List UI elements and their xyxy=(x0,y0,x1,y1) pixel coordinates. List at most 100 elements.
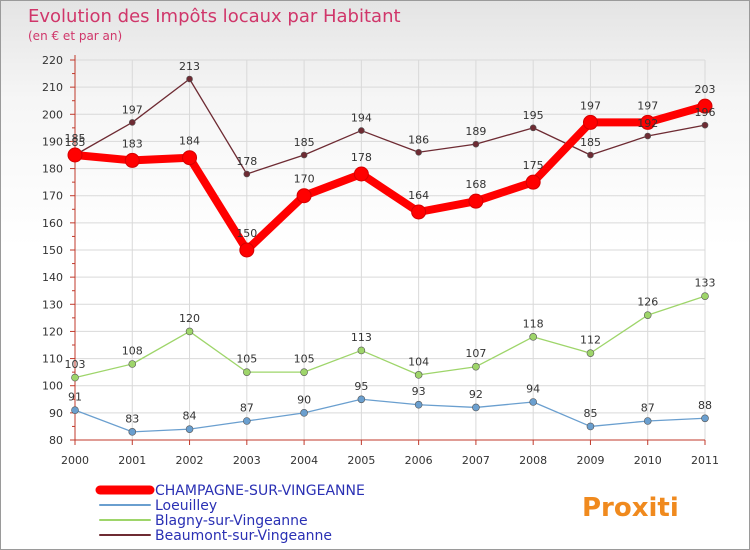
data-point-champagne-sur-vingeanne xyxy=(67,147,83,163)
data-point-loeuilley xyxy=(71,406,79,414)
data-point-loeuilley xyxy=(300,409,308,417)
data-label-champagne-sur-vingeanne: 197 xyxy=(580,99,601,112)
data-label-blagny-sur-vingeanne: 133 xyxy=(695,277,716,290)
x-tick-label: 2006 xyxy=(405,454,433,467)
series-lines xyxy=(67,75,713,436)
chart-title: Evolution des Impôts locaux par Habitant xyxy=(28,6,401,27)
x-tick-label: 2009 xyxy=(576,454,604,467)
data-label-champagne-sur-vingeanne: 164 xyxy=(408,189,429,202)
data-label-beaumont-sur-vingeanne: 185 xyxy=(294,136,315,149)
data-label-loeuilley: 91 xyxy=(68,391,82,404)
data-point-champagne-sur-vingeanne xyxy=(411,204,427,220)
data-point-beaumont-sur-vingeanne xyxy=(415,148,422,156)
logo-text: Proxiti xyxy=(582,493,679,523)
y-tick-label: 130 xyxy=(42,298,63,311)
data-point-beaumont-sur-vingeanne xyxy=(358,127,365,134)
legend-label-champagne-sur-vingeanne: CHAMPAGNE-SUR-VINGEANNE xyxy=(155,483,365,499)
data-point-loeuilley xyxy=(643,417,652,425)
data-point-blagny-sur-vingeanne xyxy=(357,346,366,355)
x-tick-label: 2003 xyxy=(233,454,261,467)
legend-label-blagny-sur-vingeanne: Blagny-sur-Vingeanne xyxy=(155,513,308,529)
data-point-beaumont-sur-vingeanne xyxy=(701,121,709,129)
data-point-champagne-sur-vingeanne xyxy=(239,242,255,258)
data-point-loeuilley xyxy=(529,398,537,406)
x-tick-label: 2002 xyxy=(176,454,204,467)
data-point-loeuilley xyxy=(414,400,423,409)
data-label-blagny-sur-vingeanne: 118 xyxy=(523,317,544,330)
legend-label-beaumont-sur-vingeanne: Beaumont-sur-Vingeanne xyxy=(155,528,332,544)
data-point-champagne-sur-vingeanne xyxy=(582,114,598,130)
data-label-loeuilley: 93 xyxy=(412,385,426,398)
data-label-blagny-sur-vingeanne: 107 xyxy=(465,347,486,360)
data-label-beaumont-sur-vingeanne: 197 xyxy=(122,103,143,116)
data-point-loeuilley xyxy=(701,414,709,423)
x-tick-labels: 2000 2001 2002 2003 2004 2005 2006 2007 2008 2009… xyxy=(61,454,719,467)
y-tick-label: 190 xyxy=(42,135,63,148)
data-label-beaumont-sur-vingeanne: 194 xyxy=(351,112,372,125)
data-point-beaumont-sur-vingeanne xyxy=(529,124,537,132)
data-point-beaumont-sur-vingeanne xyxy=(243,170,251,178)
x-tick-label: 2001 xyxy=(118,454,146,467)
data-label-blagny-sur-vingeanne: 112 xyxy=(580,334,601,347)
y-tick-label: 180 xyxy=(42,163,63,176)
data-point-blagny-sur-vingeanne xyxy=(586,349,595,357)
data-label-beaumont-sur-vingeanne: 213 xyxy=(179,60,200,73)
chart-subtitle: (en € et par an) xyxy=(28,29,122,43)
data-point-blagny-sur-vingeanne xyxy=(71,373,79,382)
data-label-champagne-sur-vingeanne: 183 xyxy=(122,137,143,150)
data-label-blagny-sur-vingeanne: 104 xyxy=(408,355,429,368)
data-point-champagne-sur-vingeanne xyxy=(182,150,198,166)
data-point-blagny-sur-vingeanne xyxy=(529,333,537,341)
data-label-beaumont-sur-vingeanne: 196 xyxy=(695,106,716,119)
proxiti-logo: Proxiti xyxy=(582,493,679,523)
y-tick-label: 90 xyxy=(49,407,63,420)
data-point-champagne-sur-vingeanne xyxy=(296,188,312,204)
data-label-champagne-sur-vingeanne: 168 xyxy=(465,178,486,191)
data-point-beaumont-sur-vingeanne xyxy=(186,75,193,83)
data-label-loeuilley: 87 xyxy=(240,402,254,415)
data-label-beaumont-sur-vingeanne: 185 xyxy=(65,136,86,149)
data-label-champagne-sur-vingeanne: 170 xyxy=(294,173,315,186)
data-point-loeuilley xyxy=(243,417,251,425)
data-label-loeuilley: 94 xyxy=(526,383,540,396)
y-tick-labels: 80 90 100 110 120 130 140 150 160 170 180 190 200 210… xyxy=(42,54,63,447)
data-point-beaumont-sur-vingeanne xyxy=(128,119,136,126)
data-label-beaumont-sur-vingeanne: 195 xyxy=(523,109,544,122)
y-tick-label: 100 xyxy=(42,380,63,393)
data-point-champagne-sur-vingeanne xyxy=(468,193,484,209)
data-label-beaumont-sur-vingeanne: 178 xyxy=(236,155,257,168)
data-point-blagny-sur-vingeanne xyxy=(185,327,194,336)
data-label-blagny-sur-vingeanne: 108 xyxy=(122,345,143,358)
x-tick-label: 2005 xyxy=(347,454,375,467)
data-label-loeuilley: 95 xyxy=(354,380,368,393)
data-label-blagny-sur-vingeanne: 126 xyxy=(637,296,658,309)
data-label-beaumont-sur-vingeanne: 192 xyxy=(637,117,658,130)
x-tick-label: 2004 xyxy=(290,454,318,467)
y-tick-label: 150 xyxy=(42,244,63,257)
y-tick-label: 210 xyxy=(42,81,63,94)
y-tick-label: 170 xyxy=(42,190,63,203)
data-labels: 185 197 213 178 185 194 186 189 195 185 192 196 103 1… xyxy=(65,60,716,425)
y-tick-label: 140 xyxy=(42,271,63,284)
data-point-loeuilley xyxy=(128,428,137,436)
data-label-beaumont-sur-vingeanne: 186 xyxy=(408,133,429,146)
series-line-blagny-sur-vingeanne xyxy=(74,295,706,379)
y-tick-label: 200 xyxy=(42,108,63,121)
data-label-beaumont-sur-vingeanne: 189 xyxy=(465,125,486,138)
y-tick-label: 110 xyxy=(42,353,63,366)
data-label-blagny-sur-vingeanne: 105 xyxy=(294,353,315,366)
y-tick-label: 160 xyxy=(42,217,63,230)
data-label-champagne-sur-vingeanne: 197 xyxy=(637,99,658,112)
legend: CHAMPAGNE-SUR-VINGEANNELoeuilleyBlagny-s… xyxy=(95,483,365,544)
data-point-loeuilley xyxy=(586,422,595,431)
series-line-beaumont-sur-vingeanne xyxy=(74,78,706,175)
data-point-blagny-sur-vingeanne xyxy=(643,311,652,319)
data-label-champagne-sur-vingeanne: 178 xyxy=(351,151,372,164)
x-tick-label: 2008 xyxy=(519,454,547,467)
data-point-blagny-sur-vingeanne xyxy=(243,368,251,376)
data-point-blagny-sur-vingeanne xyxy=(128,360,137,368)
data-point-beaumont-sur-vingeanne xyxy=(587,151,594,159)
y-tick-label: 220 xyxy=(42,54,63,67)
data-label-blagny-sur-vingeanne: 105 xyxy=(236,353,257,366)
